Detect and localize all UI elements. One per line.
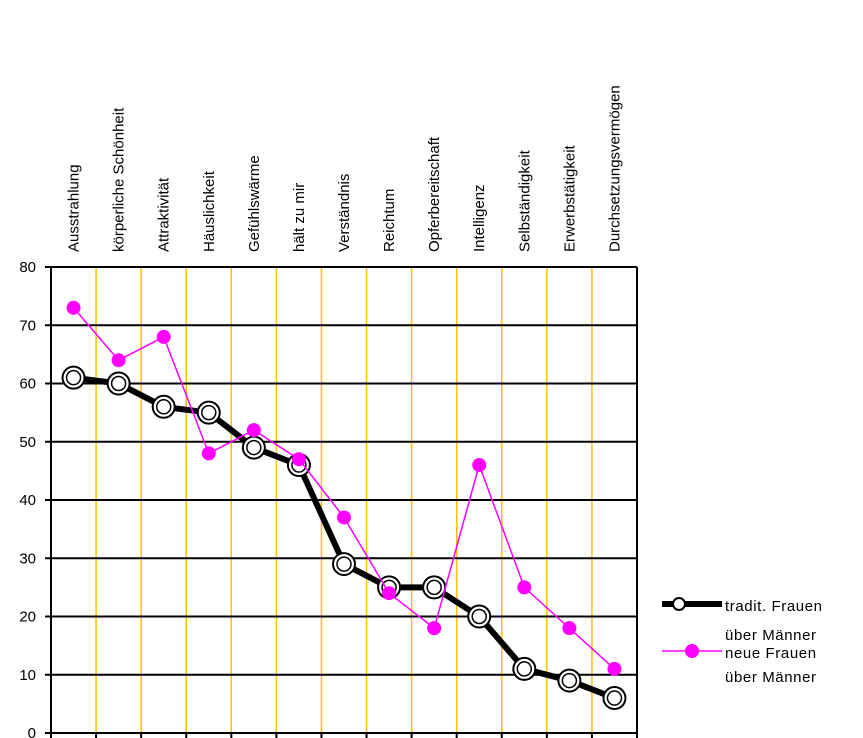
category-label: Selbständigkeit	[516, 149, 533, 252]
data-point	[607, 661, 622, 676]
data-point-inner	[426, 579, 442, 596]
legend-item-tradit: tradit. Frauen über Männer	[662, 597, 823, 644]
data-point	[61, 365, 86, 390]
y-tick-label: 70	[19, 317, 36, 334]
legend-swatch-marker	[685, 644, 699, 658]
data-point	[156, 329, 171, 344]
data-point-inner	[336, 556, 352, 572]
data-point	[562, 621, 577, 636]
data-point-inner	[155, 399, 172, 415]
data-point	[517, 580, 532, 595]
data-point	[201, 446, 216, 461]
data-point	[291, 452, 306, 467]
data-point-inner	[606, 690, 623, 706]
data-point	[337, 510, 351, 525]
data-point-inner	[201, 404, 217, 421]
legend-item-neue: neue Frauen über Männer	[662, 644, 817, 686]
data-point-inner	[246, 439, 262, 456]
data-point	[512, 656, 537, 681]
category-labels: Ausstrahlung körperliche Schönheit Attrakt…	[66, 85, 624, 252]
category-label: Opferbereitschaft	[426, 136, 443, 252]
data-point-inner	[471, 608, 487, 625]
category-label: Durchsetzungsvermögen	[606, 85, 623, 252]
y-axis-ticks: 0 10 20 30 40 50 60 70 80	[19, 259, 51, 738]
data-point-inner	[65, 369, 82, 386]
data-point	[106, 371, 131, 396]
y-tick-label: 30	[19, 550, 36, 567]
y-tick-label: 50	[19, 434, 36, 451]
data-point-inner	[110, 375, 127, 392]
vertical-gridlines	[95, 267, 593, 738]
data-point	[472, 458, 487, 473]
y-tick-label: 60	[19, 376, 36, 393]
data-point	[602, 686, 627, 711]
data-point-inner	[561, 672, 578, 689]
legend-label: neue Frauen	[725, 645, 817, 662]
y-tick-label: 10	[19, 667, 36, 684]
series-neue	[66, 300, 622, 676]
data-point	[557, 668, 582, 693]
category-label: Reichtum	[381, 189, 398, 252]
data-point	[246, 423, 261, 438]
category-label: Ausstrahlung	[66, 164, 83, 252]
data-point	[382, 586, 397, 601]
series-tradit	[61, 365, 627, 711]
category-label: Attraktivität	[156, 177, 173, 252]
data-point-inner	[516, 661, 533, 677]
legend-label: über Männer	[725, 669, 817, 686]
category-label: hält zu mir	[291, 183, 308, 252]
data-point	[467, 604, 492, 629]
data-point	[196, 400, 221, 425]
category-label: Erwerbstätigkeit	[561, 144, 578, 252]
y-tick-label: 20	[19, 609, 36, 626]
legend-label: tradit. Frauen	[725, 598, 823, 615]
axes	[50, 267, 638, 738]
category-label: Gefühlswärme	[246, 155, 263, 252]
data-point	[151, 394, 176, 419]
legend-label: über Männer	[725, 627, 817, 644]
y-tick-label: 40	[19, 492, 36, 509]
data-point	[332, 552, 356, 577]
data-point	[66, 300, 81, 315]
data-point	[427, 621, 442, 636]
data-point	[111, 353, 126, 368]
category-label: Intelligenz	[471, 184, 488, 252]
category-label: Häuslichkeit	[201, 170, 218, 252]
y-tick-label: 80	[19, 259, 36, 276]
legend-swatch-marker	[672, 597, 686, 611]
plot-area	[51, 267, 637, 738]
series-lines	[61, 300, 627, 711]
category-label: körperliche Schönheit	[111, 107, 128, 252]
category-label: Verständnis	[336, 174, 353, 252]
y-tick-label: 0	[28, 725, 36, 738]
